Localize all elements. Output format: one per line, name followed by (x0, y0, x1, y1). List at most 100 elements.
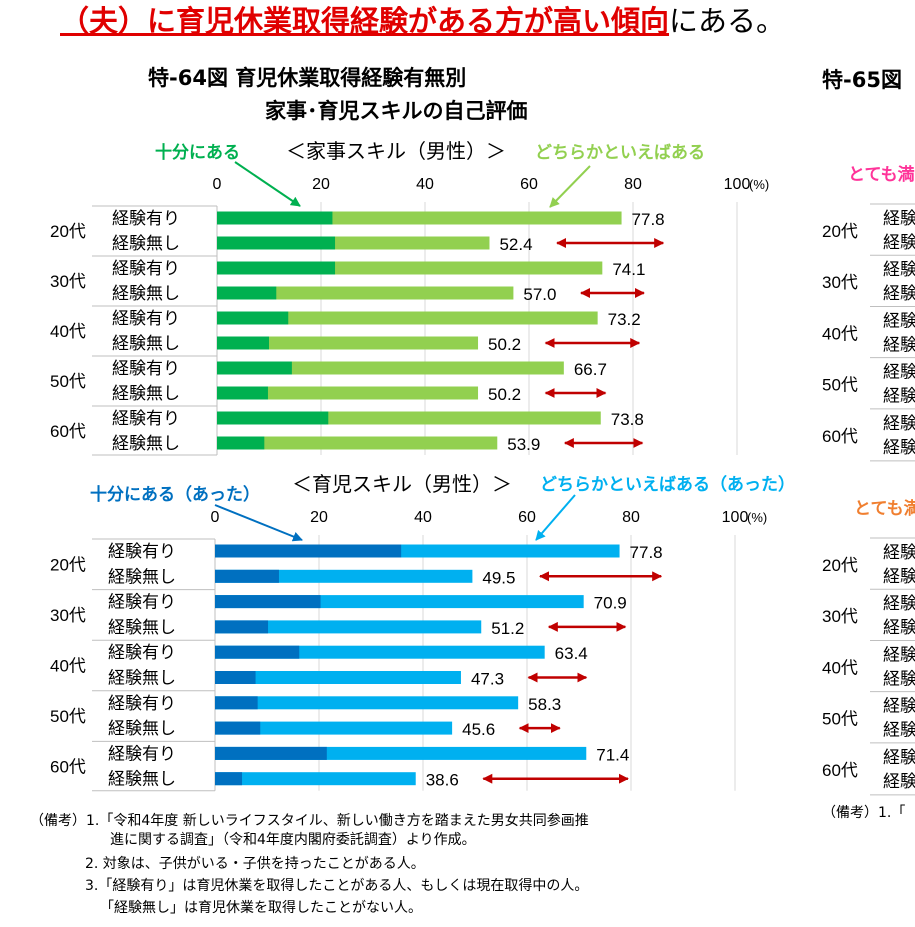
fig65-category-label: 経験無し (883, 284, 915, 303)
legend-somewhat-childcare: どちらかといえばある（あった） (540, 475, 795, 495)
fig65-category-label: 経験無し (883, 618, 915, 637)
bar-fully (215, 544, 402, 558)
fig65-group-label: 30代 (822, 607, 858, 626)
fig65-group-label: 40代 (822, 658, 858, 677)
headline-highlight: （夫）に育児休業取得経験がある方が高い傾向 (60, 4, 670, 38)
group-label: 60代 (50, 758, 86, 777)
fig65-group-label: 40代 (822, 324, 858, 343)
total-value-label: 77.8 (632, 210, 665, 229)
total-value-label: 71.4 (596, 745, 629, 764)
total-value-label: 45.6 (462, 720, 495, 739)
x-tick-label: 20 (310, 509, 328, 526)
bar-fully (215, 595, 321, 609)
total-value-label: 73.8 (611, 410, 644, 429)
bar-somewhat (217, 336, 479, 350)
category-label: 経験無し (112, 434, 180, 453)
bar-fully (215, 772, 243, 786)
bar-somewhat (217, 361, 564, 375)
fig65-category-label: 経験無し (883, 438, 915, 457)
chart2-subtitle: ＜育児スキル（男性）＞ (292, 472, 512, 496)
fig65-category-label: 経験無し (883, 233, 915, 252)
fig65-category-label: 経験無し (883, 335, 915, 354)
fig65-category-label: 経験有り (883, 594, 915, 613)
fig65-group-label: 60代 (822, 761, 858, 780)
bar-fully (217, 211, 333, 225)
category-label: 経験無し (108, 618, 176, 637)
category-label: 経験無し (112, 234, 180, 253)
fig65-category-label: 経験有り (883, 209, 915, 228)
bar-fully (217, 336, 269, 350)
total-value-label: 50.2 (488, 335, 521, 354)
x-tick-label: 100 (722, 509, 749, 526)
category-label: 経験無し (108, 567, 176, 586)
fig65-note-prefix: （備考）1.「 (822, 805, 906, 821)
x-tick-label: 0 (213, 176, 222, 193)
fig65-group-label: 20代 (822, 556, 858, 575)
bar-fully (215, 721, 261, 735)
bar-fully (217, 386, 268, 400)
total-value-label: 50.2 (488, 385, 521, 404)
category-label: 経験有り (108, 542, 176, 561)
fig65-category-label: 経験無し (883, 772, 915, 791)
fig65-category-label: 経験無し (883, 387, 915, 406)
note-line1: （備考）1.「令和4年度 新しいライフスタイル、新しい働き方を踏まえた男女共同参… (30, 813, 589, 829)
fig65-category-label: 経験有り (883, 645, 915, 664)
group-label: 60代 (50, 422, 86, 441)
category-label: 経験有り (108, 593, 176, 612)
x-tick-label: 80 (624, 176, 642, 193)
x-unit-label: (%) (747, 510, 767, 525)
total-value-label: 63.4 (555, 644, 588, 663)
fig65-legend-top: とても満 (848, 165, 915, 185)
legend-fully-childcare: 十分にある（あった） (90, 485, 260, 505)
category-label: 経験有り (112, 259, 180, 278)
fig65-group-label: 20代 (822, 222, 858, 241)
x-tick-label: 80 (622, 509, 640, 526)
legend-pointer-arrow (214, 504, 303, 542)
legend-somewhat-housework: どちらかといえばある (535, 143, 705, 163)
total-value-label: 38.6 (426, 771, 459, 790)
bar-somewhat (217, 311, 598, 325)
total-value-label: 70.9 (594, 594, 627, 613)
category-label: 経験無し (112, 384, 180, 403)
bar-fully (217, 411, 329, 425)
fig65-group-label: 30代 (822, 273, 858, 292)
bar-somewhat (215, 569, 473, 583)
note-line4: 3.「経験有り」は育児休業を取得したことがある人、もしくは現在取得中の人。 (85, 878, 589, 894)
total-value-label: 77.8 (630, 543, 663, 562)
x-tick-label: 60 (520, 176, 538, 193)
bar-somewhat (215, 721, 453, 735)
total-value-label: 58.3 (528, 695, 561, 714)
legend-pointer-arrow (234, 161, 301, 207)
total-value-label: 52.4 (499, 235, 532, 254)
bar-somewhat (215, 671, 461, 684)
total-value-label: 47.3 (471, 670, 504, 689)
headline-rest: にある。 (669, 4, 786, 38)
group-label: 30代 (50, 272, 86, 291)
bar-fully (215, 645, 300, 659)
fig65-category-label: 経験無し (883, 567, 915, 586)
chart1-subtitle: ＜家事スキル（男性）＞ (286, 139, 506, 163)
fig65-category-label: 経験無し (883, 669, 915, 688)
legend-fully-housework: 十分にある (155, 143, 240, 163)
bar-fully (217, 436, 265, 450)
bar-fully (215, 620, 269, 634)
category-label: 経験有り (108, 744, 176, 763)
fig65-category-label: 経験無し (883, 721, 915, 740)
fig65-category-label: 経験有り (883, 363, 915, 382)
x-tick-label: 20 (312, 176, 330, 193)
note-line3: 2. 対象は、子供がいる・子供を持ったことがある人。 (85, 856, 425, 872)
total-value-label: 57.0 (523, 285, 556, 304)
headline: （夫）に育児休業取得経験がある方が高い傾向にある。 (60, 2, 785, 40)
bar-somewhat (217, 436, 498, 450)
bar-fully (215, 569, 279, 583)
bar-somewhat (215, 772, 416, 786)
legend-pointer-arrow (535, 494, 576, 541)
fig64-title-line2: 家事･育児スキルの自己評価 (265, 99, 528, 123)
category-label: 経験有り (112, 409, 180, 428)
x-tick-label: 0 (211, 509, 220, 526)
total-value-label: 53.9 (507, 435, 540, 454)
bar-fully (217, 286, 277, 300)
fig65-category-label: 経験有り (883, 543, 915, 562)
